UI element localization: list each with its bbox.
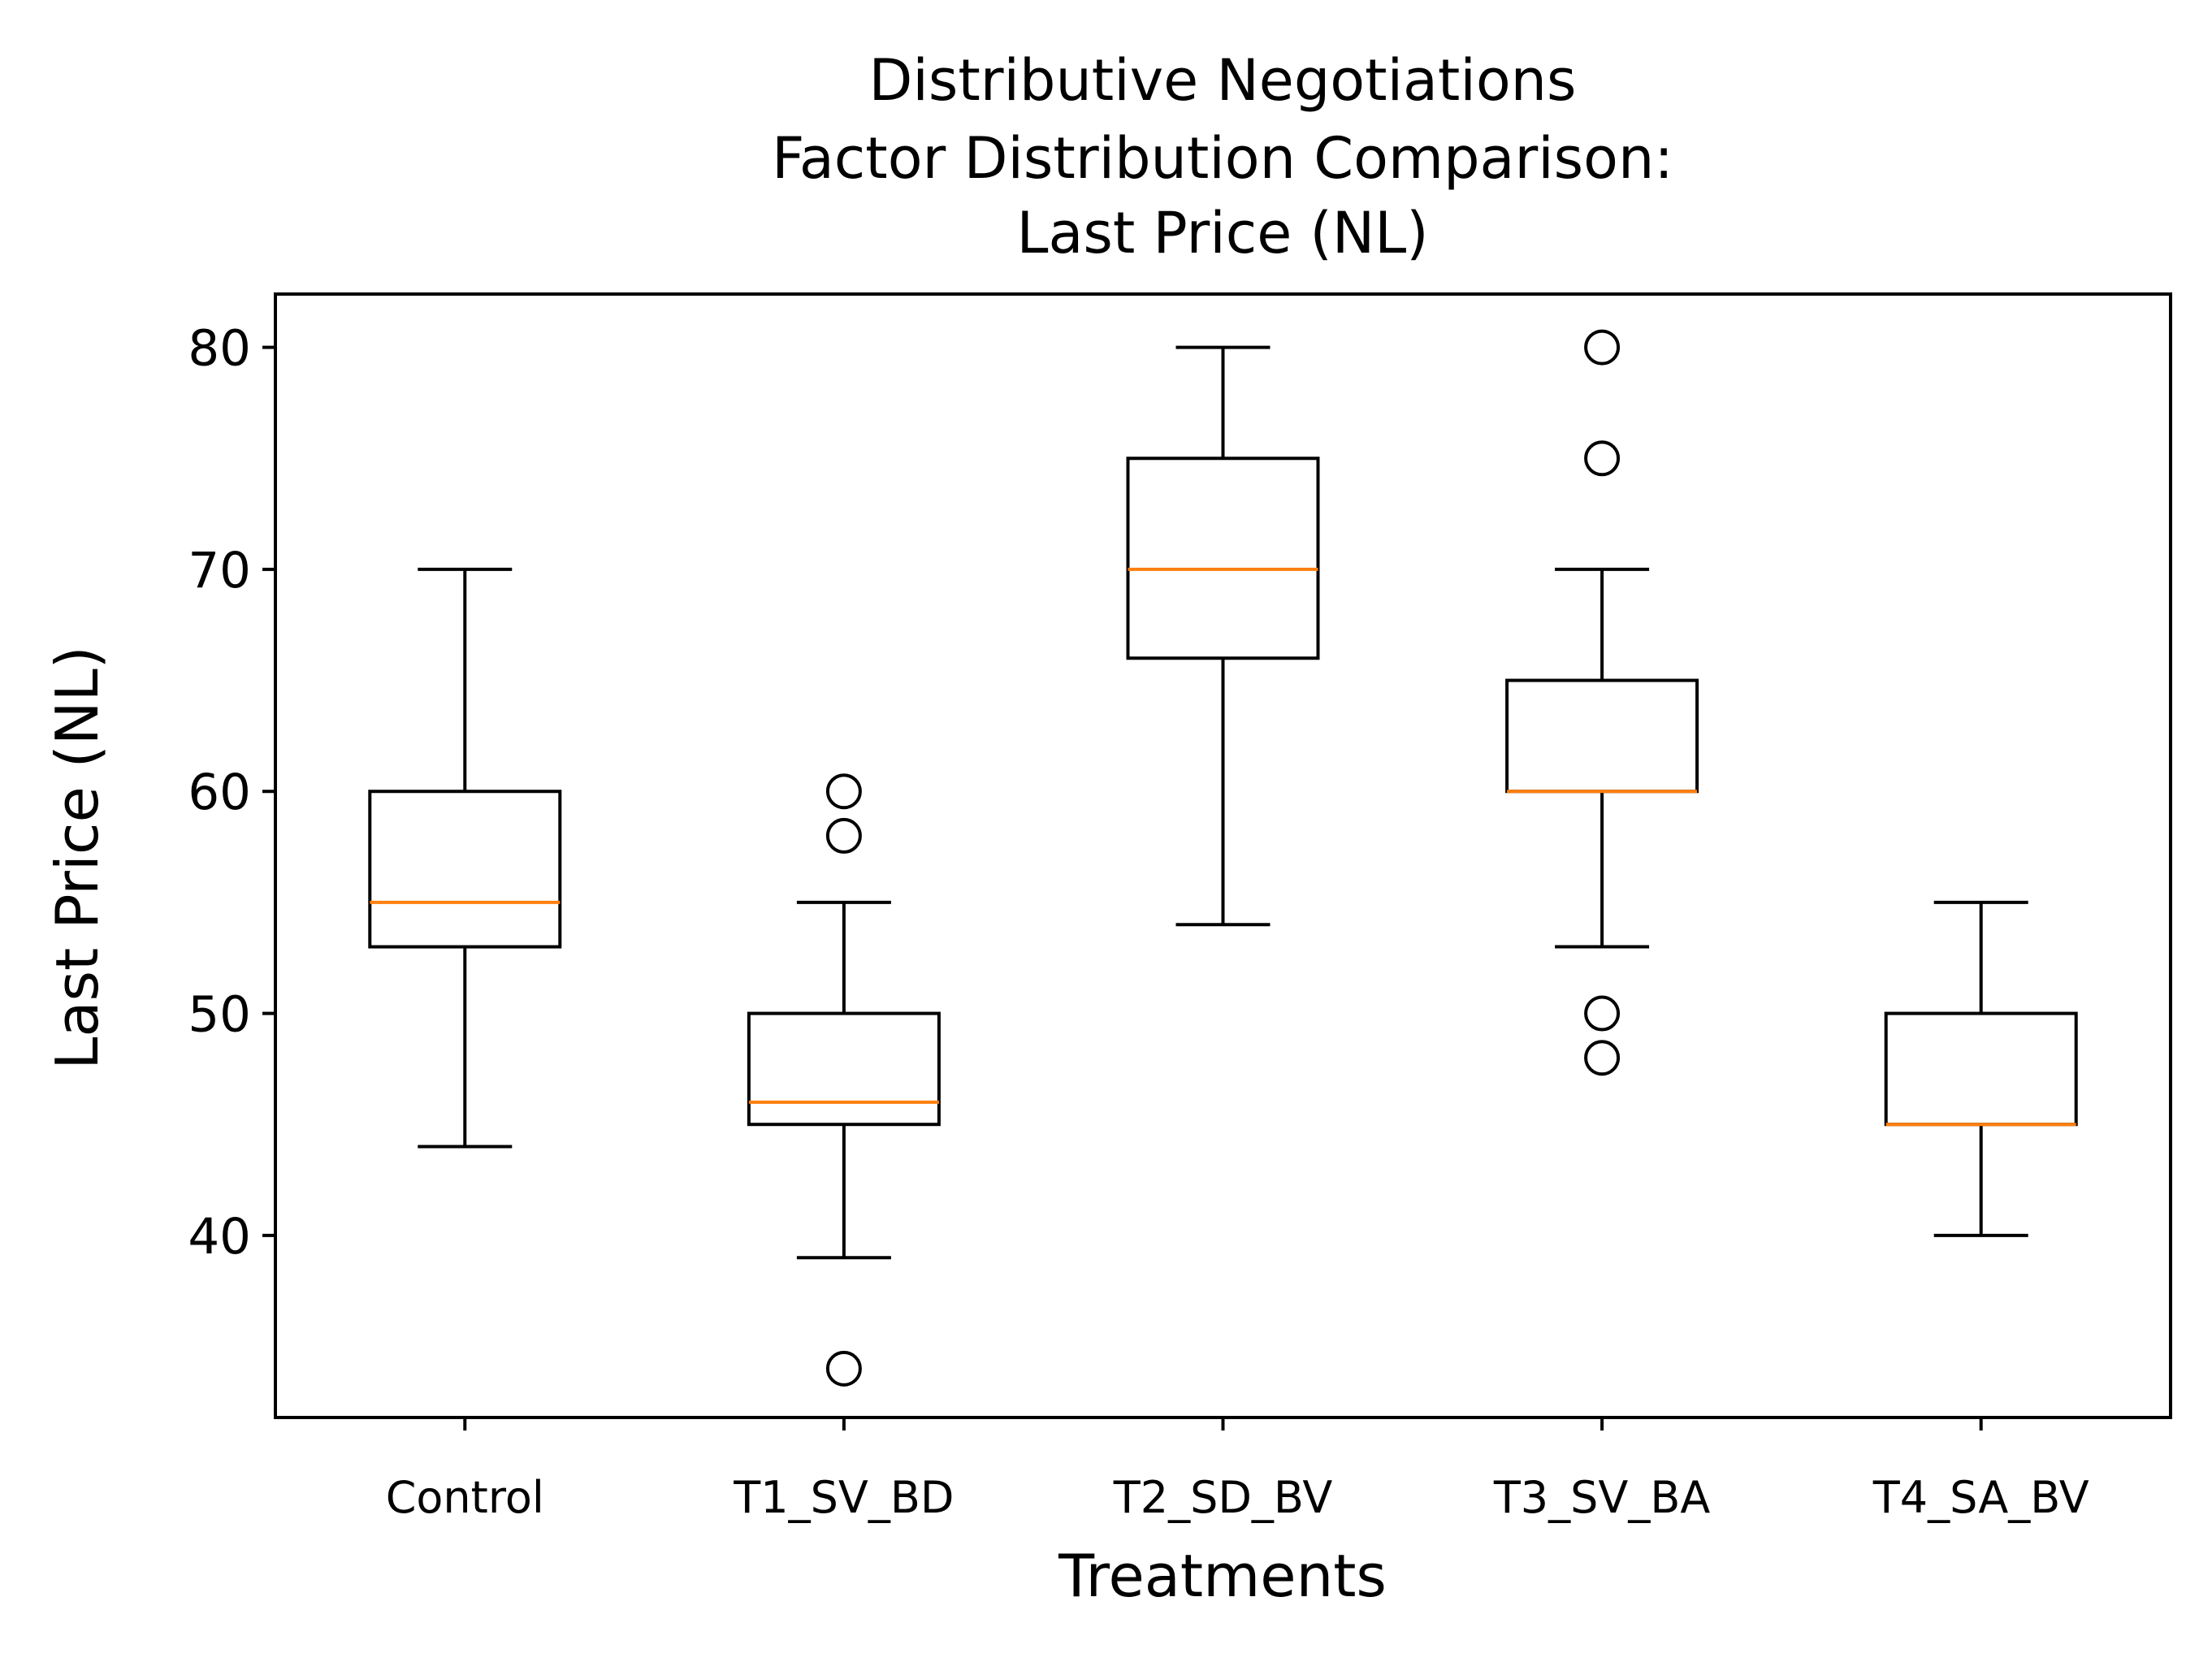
outlier-point: [1584, 329, 1621, 366]
outlier-point: [825, 773, 862, 810]
x-axis: Control T1_SV_BD T2_SD_BV T3_SV_BA T4_SA_BV: [386, 1417, 2089, 1523]
y-tick-label: 80: [188, 320, 251, 378]
x-tick-label: T4_SA_BV: [1872, 1472, 2089, 1523]
box-iqr: [1126, 457, 1320, 660]
chart-title: Distributive Negotiations Factor Distrib…: [772, 47, 1673, 266]
chart-title-line-1: Distributive Negotiations: [869, 47, 1577, 114]
box-group-Control: [368, 567, 562, 1149]
y-axis-label: Last Price (NL): [43, 646, 111, 1070]
x-tick-label: T2_SD_BV: [1113, 1472, 1333, 1523]
box-group-T4_SA_BV: [1884, 900, 2078, 1237]
y-tick-label: 70: [188, 542, 251, 599]
box-iqr: [1505, 678, 1699, 794]
box-iqr: [747, 1011, 941, 1127]
outlier-point: [825, 817, 862, 854]
outlier-point: [1584, 440, 1621, 477]
box-iqr: [1884, 1011, 2078, 1127]
chart-title-line-3: Last Price (NL): [1016, 200, 1428, 266]
x-tick-label: T1_SV_BD: [733, 1472, 954, 1523]
plot-area: [368, 329, 2078, 1387]
x-axis-label: Treatments: [1058, 1542, 1387, 1610]
box-group-T2_SD_BV: [1126, 345, 1320, 927]
y-tick-label: 60: [188, 764, 251, 821]
x-tick-label: T3_SV_BA: [1493, 1472, 1711, 1523]
box-group-T1_SV_BD: [747, 773, 941, 1387]
outlier-point: [1584, 1040, 1621, 1076]
outlier-point: [825, 1350, 862, 1387]
y-axis: 40 50 60 70 80: [188, 320, 275, 1266]
chart-title-line-2: Factor Distribution Comparison:: [772, 125, 1673, 192]
y-tick-label: 40: [188, 1208, 251, 1266]
x-tick-label: Control: [386, 1472, 544, 1523]
box-group-T3_SV_BA: [1505, 329, 1699, 1076]
box-iqr: [368, 790, 562, 949]
outlier-point: [1584, 995, 1621, 1032]
y-tick-label: 50: [188, 986, 251, 1044]
